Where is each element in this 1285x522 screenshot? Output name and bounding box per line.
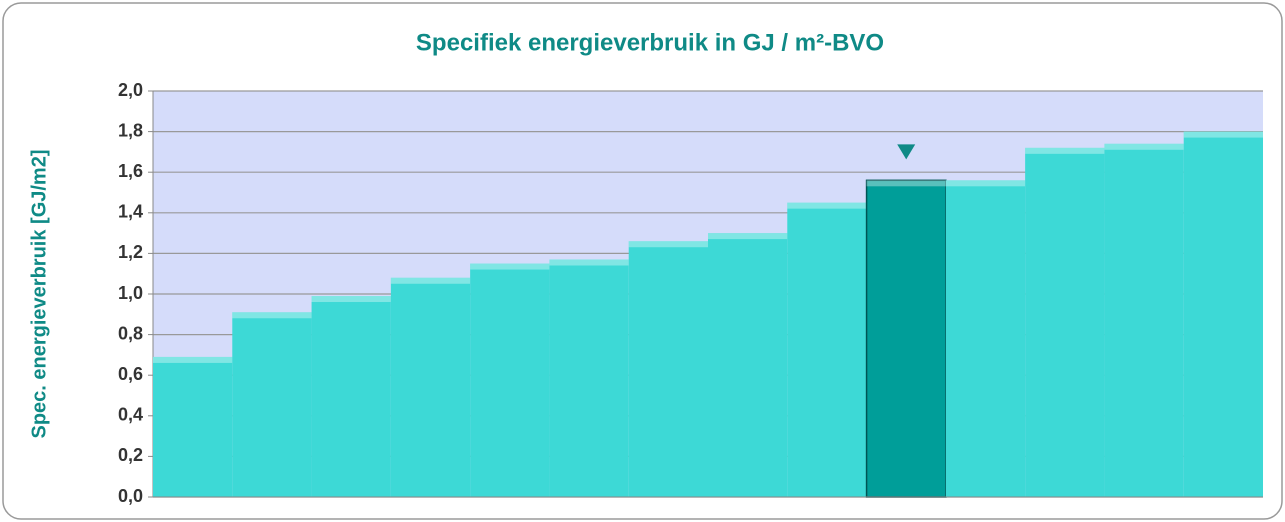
chart-title: Specifiek energieverbruik in GJ / m²-BVO [416,29,884,56]
y-tick-label: 1,0 [118,283,143,303]
bar-bevel [628,241,708,248]
bar-bevel [708,233,788,240]
y-tick-label: 1,2 [118,242,143,262]
bar [1183,131,1263,497]
highlight-marker [897,144,916,160]
bar [628,241,708,497]
y-tick-label: 1,8 [118,120,143,140]
bar [787,202,867,497]
y-tick-label: 0,4 [118,405,143,425]
bar-bevel [390,277,471,284]
bar-bevel [549,259,629,266]
bar-bevel [1025,147,1105,154]
bar [153,356,233,497]
bar [470,263,550,497]
bar-bevel [311,296,391,303]
bar-bevel [1104,143,1184,150]
bar [945,180,1026,497]
bar [1025,147,1105,497]
y-tick-label: 1,4 [118,202,143,222]
bar [311,296,391,497]
y-axis-label: Spec. energieverbruik [GJ/m2] [28,149,50,438]
bar-bevel [945,180,1026,187]
y-tick-label: 0,0 [118,486,143,506]
bar [708,233,788,497]
bar-bevel [787,202,867,209]
y-tick-label: 0,2 [118,445,143,465]
y-tick-label: 0,8 [118,323,143,343]
y-tick-label: 0,6 [118,364,143,384]
y-tick-label: 2,0 [118,80,143,100]
bar-bevel [470,263,550,270]
bar-bevel [1183,131,1263,138]
bar [865,179,947,498]
bar-bevel [153,356,233,363]
bar [1104,143,1184,497]
bar-bevel [866,180,946,187]
bar [232,312,312,497]
bar [390,277,471,497]
bar-bevel [232,312,312,319]
bar [549,259,629,497]
y-tick-label: 1,6 [118,161,143,181]
